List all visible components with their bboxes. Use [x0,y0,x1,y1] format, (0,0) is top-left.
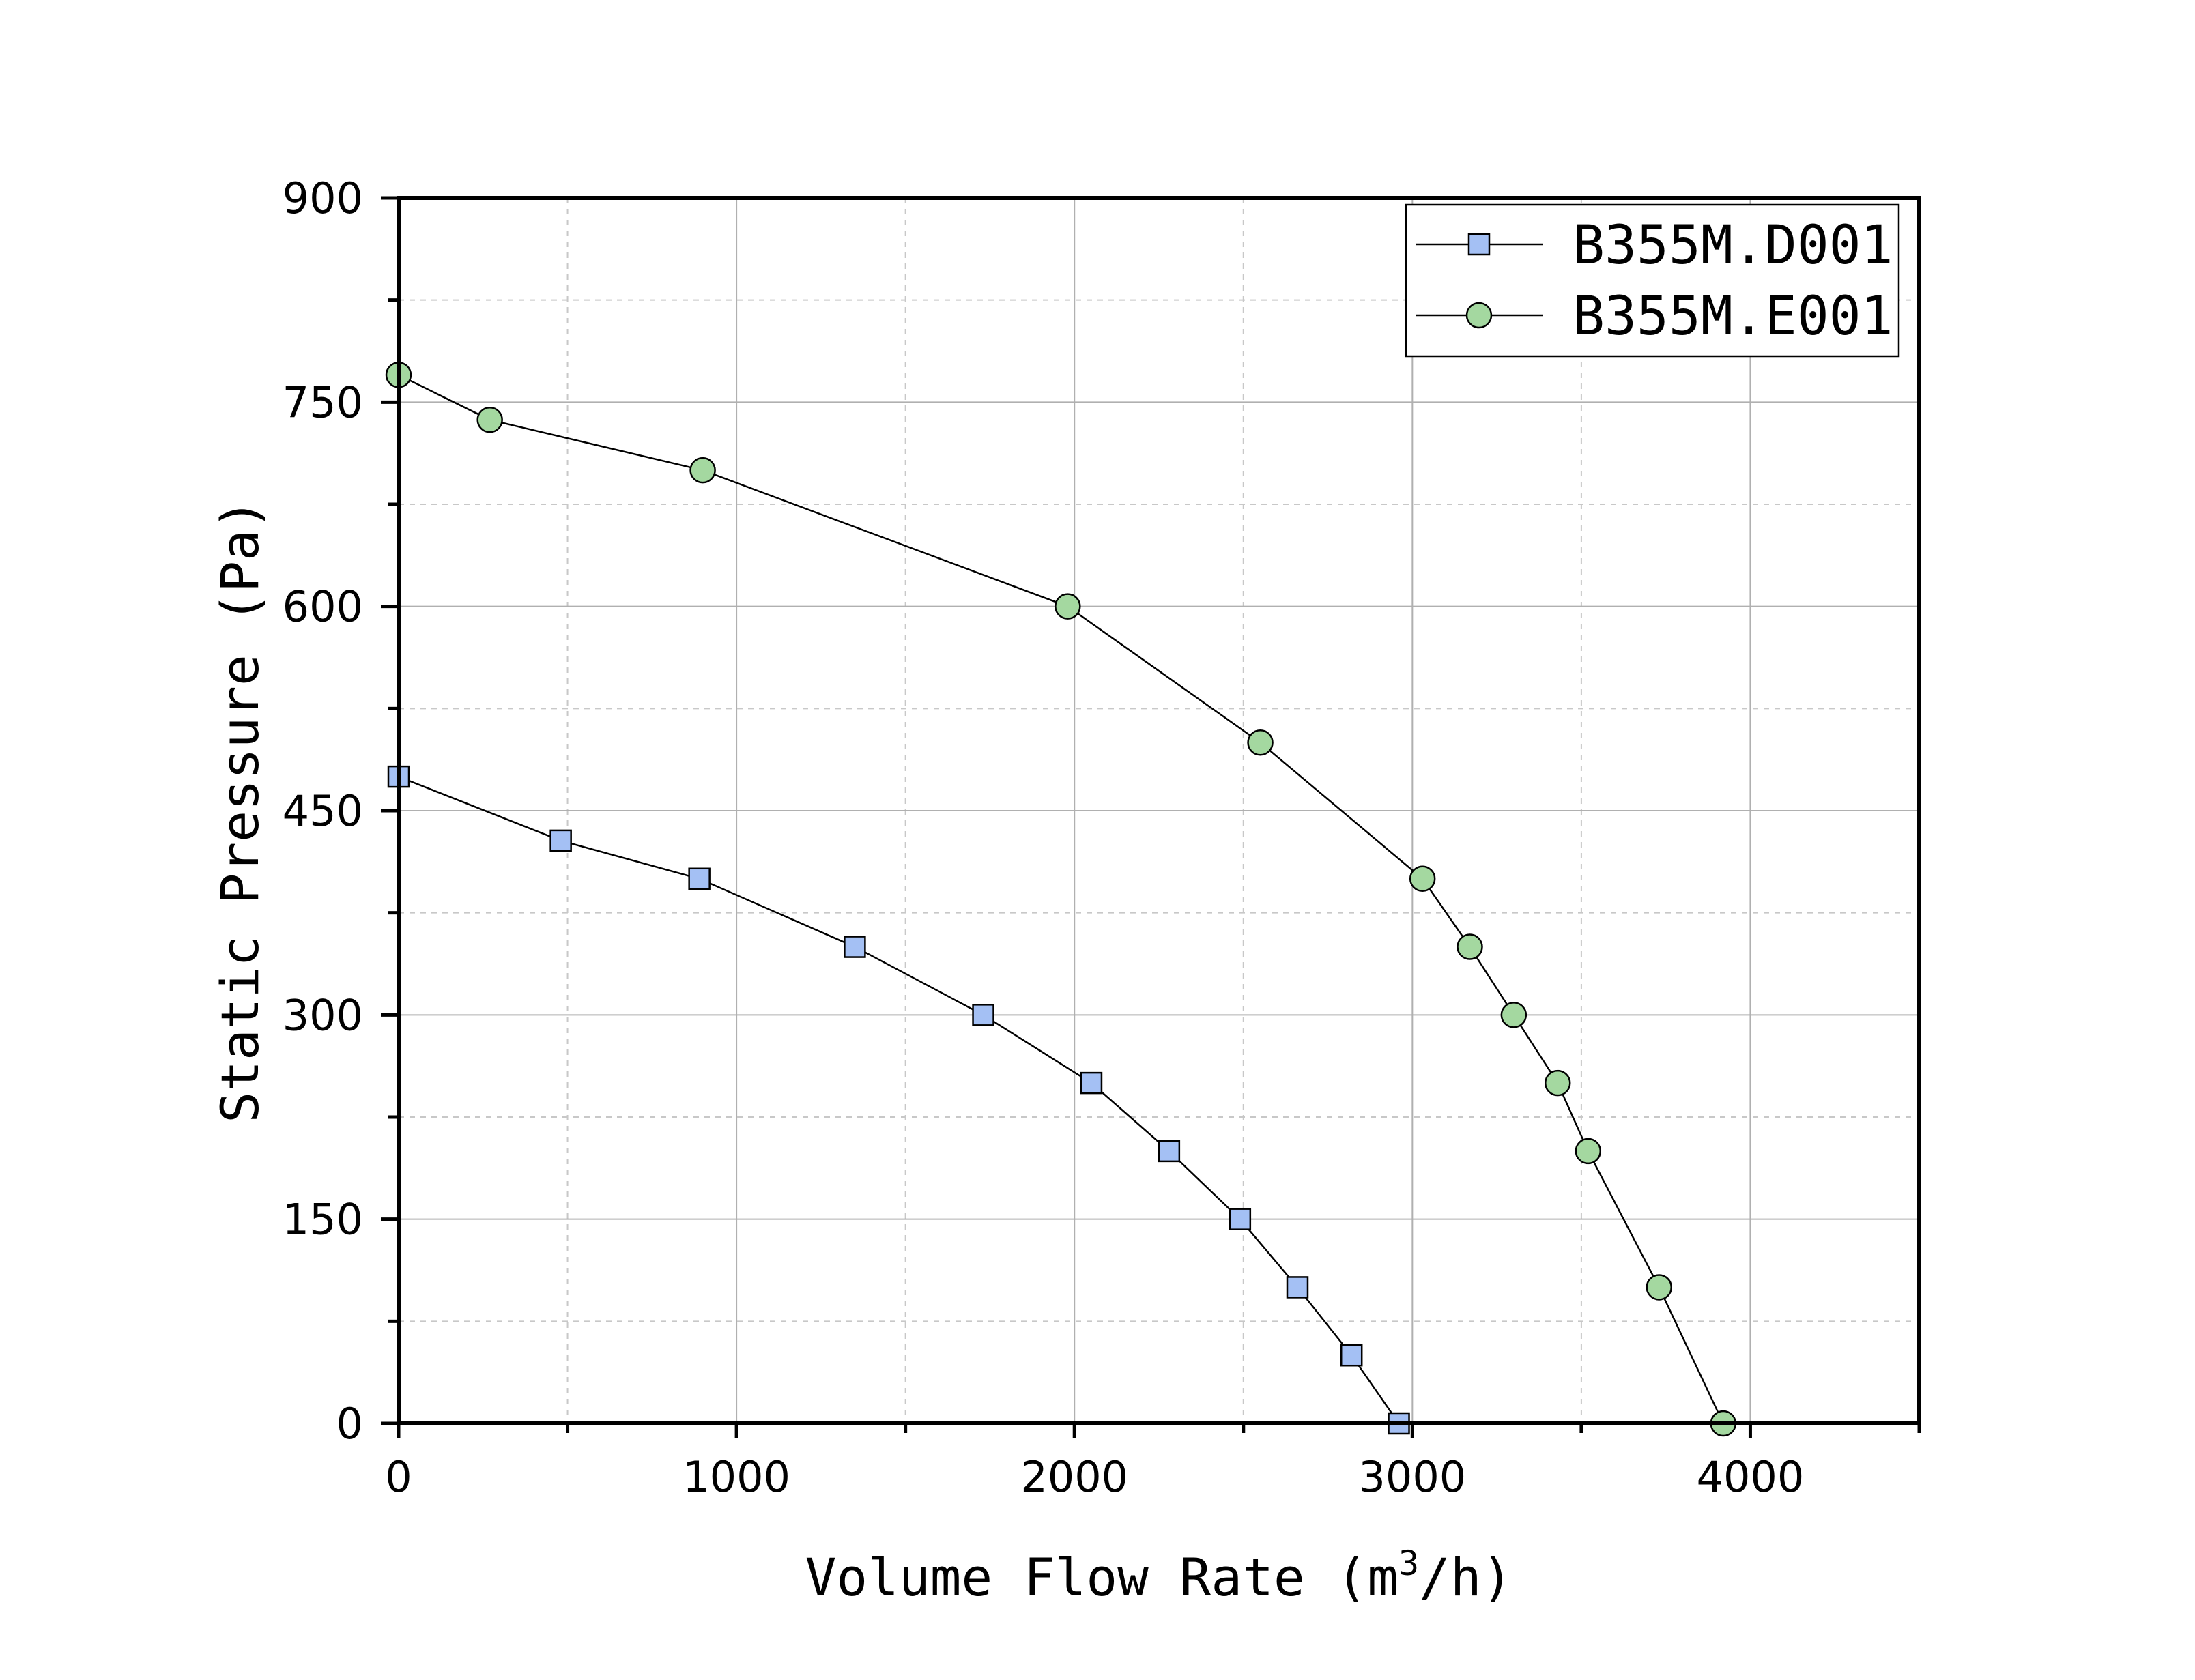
data-point [688,867,711,890]
data-point [689,457,716,484]
y-tick-label: 0 [336,1399,363,1449]
legend-box [1405,203,1900,358]
legend-label: B355M.E001 [1573,286,1893,347]
data-point [1575,1138,1602,1165]
y-tick-label: 750 [283,377,363,427]
data-point [972,1004,994,1026]
data-point [1080,1071,1103,1095]
series-1 [387,765,1410,1435]
legend-circle-marker [1465,302,1493,329]
x-axis-title: Volume Flow Rate (m3/h) [805,1544,1513,1608]
data-point [1055,593,1081,620]
y-tick-label: 600 [283,582,363,632]
y-tick-label: 150 [283,1195,363,1245]
y-axis-title: Static Pressure (Pa) [210,498,270,1123]
series-line [398,775,1400,1424]
x-tick-label: 4000 [1697,1452,1805,1502]
y-tick-label: 450 [283,786,363,836]
series-2 [385,362,1737,1437]
data-point [1646,1274,1673,1301]
data-point [476,407,503,433]
legend-item: B355M.E001 [1416,286,1893,347]
tick-labels: 0 1000 2000 3000 4000 0 150 300 450 600 750 900 [283,173,1805,1502]
legend-item: B355M.D001 [1416,215,1893,276]
data-point [1247,729,1274,756]
x-tick-label: 1000 [683,1452,790,1502]
legend-label: B355M.D001 [1573,215,1893,276]
axis-ticks [381,196,1921,1438]
data-point [1340,1344,1363,1367]
data-point [549,829,572,852]
series-line [398,374,1724,1424]
legend-square-marker [1467,233,1491,256]
data-point [1229,1208,1252,1230]
data-point [1457,933,1483,960]
legend: B355M.D001 B355M.E001 [1405,203,1900,358]
grid [399,198,1919,1423]
series-layer [385,362,1737,1437]
x-tick-label: 2000 [1020,1452,1128,1502]
data-point [1500,1002,1527,1028]
x-tick-label: 3000 [1358,1452,1466,1502]
data-point [1409,865,1436,893]
data-point [1158,1140,1181,1163]
y-tick-label: 900 [283,173,363,223]
data-point [844,936,866,958]
y-tick-label: 300 [283,990,363,1040]
data-point [1544,1069,1571,1097]
x-tick-label: 0 [385,1452,412,1502]
data-point [1286,1276,1309,1299]
